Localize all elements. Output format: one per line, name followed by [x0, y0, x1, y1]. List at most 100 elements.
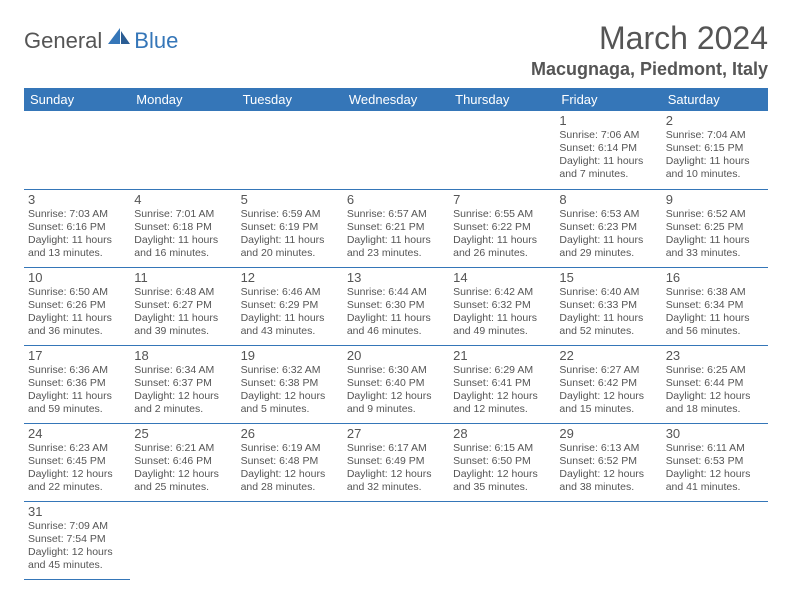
- day-number: 18: [134, 348, 232, 363]
- calendar-cell: 26Sunrise: 6:19 AMSunset: 6:48 PMDayligh…: [237, 423, 343, 501]
- day-number: 17: [28, 348, 126, 363]
- day-number: 6: [347, 192, 445, 207]
- location: Macugnaga, Piedmont, Italy: [531, 59, 768, 80]
- calendar-cell: 5Sunrise: 6:59 AMSunset: 6:19 PMDaylight…: [237, 189, 343, 267]
- calendar-cell-empty: [662, 501, 768, 579]
- calendar-cell-empty: [237, 501, 343, 579]
- day-number: 7: [453, 192, 551, 207]
- calendar-cell-empty: [343, 111, 449, 189]
- header: General Blue March 2024 Macugnaga, Piedm…: [24, 20, 768, 80]
- day-number: 23: [666, 348, 764, 363]
- day-info: Sunrise: 6:15 AMSunset: 6:50 PMDaylight:…: [453, 442, 551, 495]
- day-number: 31: [28, 504, 126, 519]
- calendar-cell: 17Sunrise: 6:36 AMSunset: 6:36 PMDayligh…: [24, 345, 130, 423]
- day-number: 24: [28, 426, 126, 441]
- day-info: Sunrise: 6:59 AMSunset: 6:19 PMDaylight:…: [241, 208, 339, 261]
- calendar-cell: 24Sunrise: 6:23 AMSunset: 6:45 PMDayligh…: [24, 423, 130, 501]
- calendar-cell: 19Sunrise: 6:32 AMSunset: 6:38 PMDayligh…: [237, 345, 343, 423]
- day-info: Sunrise: 6:40 AMSunset: 6:33 PMDaylight:…: [559, 286, 657, 339]
- day-info: Sunrise: 6:29 AMSunset: 6:41 PMDaylight:…: [453, 364, 551, 417]
- calendar-table: Sunday Monday Tuesday Wednesday Thursday…: [24, 88, 768, 580]
- calendar-row: 24Sunrise: 6:23 AMSunset: 6:45 PMDayligh…: [24, 423, 768, 501]
- day-info: Sunrise: 6:32 AMSunset: 6:38 PMDaylight:…: [241, 364, 339, 417]
- day-info: Sunrise: 7:03 AMSunset: 6:16 PMDaylight:…: [28, 208, 126, 261]
- day-number: 19: [241, 348, 339, 363]
- calendar-cell-empty: [130, 501, 236, 579]
- day-info: Sunrise: 6:42 AMSunset: 6:32 PMDaylight:…: [453, 286, 551, 339]
- day-number: 26: [241, 426, 339, 441]
- day-number: 11: [134, 270, 232, 285]
- month-title: March 2024: [531, 20, 768, 57]
- day-info: Sunrise: 7:06 AMSunset: 6:14 PMDaylight:…: [559, 129, 657, 182]
- calendar-cell: 10Sunrise: 6:50 AMSunset: 6:26 PMDayligh…: [24, 267, 130, 345]
- day-info: Sunrise: 6:50 AMSunset: 6:26 PMDaylight:…: [28, 286, 126, 339]
- day-number: 15: [559, 270, 657, 285]
- day-info: Sunrise: 6:53 AMSunset: 6:23 PMDaylight:…: [559, 208, 657, 261]
- calendar-cell: 11Sunrise: 6:48 AMSunset: 6:27 PMDayligh…: [130, 267, 236, 345]
- calendar-body: 1Sunrise: 7:06 AMSunset: 6:14 PMDaylight…: [24, 111, 768, 579]
- calendar-cell: 8Sunrise: 6:53 AMSunset: 6:23 PMDaylight…: [555, 189, 661, 267]
- calendar-cell: 27Sunrise: 6:17 AMSunset: 6:49 PMDayligh…: [343, 423, 449, 501]
- day-number: 30: [666, 426, 764, 441]
- day-number: 25: [134, 426, 232, 441]
- calendar-cell: 12Sunrise: 6:46 AMSunset: 6:29 PMDayligh…: [237, 267, 343, 345]
- day-number: 9: [666, 192, 764, 207]
- day-number: 14: [453, 270, 551, 285]
- calendar-cell: 9Sunrise: 6:52 AMSunset: 6:25 PMDaylight…: [662, 189, 768, 267]
- calendar-cell: 16Sunrise: 6:38 AMSunset: 6:34 PMDayligh…: [662, 267, 768, 345]
- day-number: 21: [453, 348, 551, 363]
- day-info: Sunrise: 6:27 AMSunset: 6:42 PMDaylight:…: [559, 364, 657, 417]
- weekday-header-row: Sunday Monday Tuesday Wednesday Thursday…: [24, 88, 768, 111]
- logo-sail-icon: [106, 26, 132, 51]
- day-info: Sunrise: 6:30 AMSunset: 6:40 PMDaylight:…: [347, 364, 445, 417]
- calendar-cell: 22Sunrise: 6:27 AMSunset: 6:42 PMDayligh…: [555, 345, 661, 423]
- day-info: Sunrise: 6:48 AMSunset: 6:27 PMDaylight:…: [134, 286, 232, 339]
- calendar-cell: 20Sunrise: 6:30 AMSunset: 6:40 PMDayligh…: [343, 345, 449, 423]
- calendar-cell-empty: [24, 111, 130, 189]
- day-info: Sunrise: 6:55 AMSunset: 6:22 PMDaylight:…: [453, 208, 551, 261]
- day-info: Sunrise: 6:38 AMSunset: 6:34 PMDaylight:…: [666, 286, 764, 339]
- day-number: 13: [347, 270, 445, 285]
- day-info: Sunrise: 6:34 AMSunset: 6:37 PMDaylight:…: [134, 364, 232, 417]
- day-info: Sunrise: 6:52 AMSunset: 6:25 PMDaylight:…: [666, 208, 764, 261]
- calendar-cell: 29Sunrise: 6:13 AMSunset: 6:52 PMDayligh…: [555, 423, 661, 501]
- calendar-cell: 3Sunrise: 7:03 AMSunset: 6:16 PMDaylight…: [24, 189, 130, 267]
- day-info: Sunrise: 6:46 AMSunset: 6:29 PMDaylight:…: [241, 286, 339, 339]
- calendar-cell: 4Sunrise: 7:01 AMSunset: 6:18 PMDaylight…: [130, 189, 236, 267]
- day-info: Sunrise: 7:01 AMSunset: 6:18 PMDaylight:…: [134, 208, 232, 261]
- day-number: 5: [241, 192, 339, 207]
- day-number: 28: [453, 426, 551, 441]
- day-number: 22: [559, 348, 657, 363]
- day-number: 1: [559, 113, 657, 128]
- day-number: 12: [241, 270, 339, 285]
- calendar-cell: 13Sunrise: 6:44 AMSunset: 6:30 PMDayligh…: [343, 267, 449, 345]
- day-number: 3: [28, 192, 126, 207]
- calendar-cell: 23Sunrise: 6:25 AMSunset: 6:44 PMDayligh…: [662, 345, 768, 423]
- logo-text-general: General: [24, 28, 102, 54]
- day-number: 2: [666, 113, 764, 128]
- calendar-cell-empty: [449, 501, 555, 579]
- calendar-cell-empty: [449, 111, 555, 189]
- calendar-cell-empty: [237, 111, 343, 189]
- calendar-cell: 21Sunrise: 6:29 AMSunset: 6:41 PMDayligh…: [449, 345, 555, 423]
- day-number: 8: [559, 192, 657, 207]
- calendar-cell: 7Sunrise: 6:55 AMSunset: 6:22 PMDaylight…: [449, 189, 555, 267]
- day-number: 16: [666, 270, 764, 285]
- calendar-cell: 25Sunrise: 6:21 AMSunset: 6:46 PMDayligh…: [130, 423, 236, 501]
- calendar-cell: 31Sunrise: 7:09 AMSunset: 7:54 PMDayligh…: [24, 501, 130, 579]
- weekday-header: Sunday: [24, 88, 130, 111]
- calendar-cell: 2Sunrise: 7:04 AMSunset: 6:15 PMDaylight…: [662, 111, 768, 189]
- day-info: Sunrise: 6:19 AMSunset: 6:48 PMDaylight:…: [241, 442, 339, 495]
- calendar-row: 1Sunrise: 7:06 AMSunset: 6:14 PMDaylight…: [24, 111, 768, 189]
- day-number: 4: [134, 192, 232, 207]
- day-info: Sunrise: 6:17 AMSunset: 6:49 PMDaylight:…: [347, 442, 445, 495]
- calendar-cell: 1Sunrise: 7:06 AMSunset: 6:14 PMDaylight…: [555, 111, 661, 189]
- calendar-cell: 30Sunrise: 6:11 AMSunset: 6:53 PMDayligh…: [662, 423, 768, 501]
- calendar-cell-empty: [555, 501, 661, 579]
- calendar-row: 10Sunrise: 6:50 AMSunset: 6:26 PMDayligh…: [24, 267, 768, 345]
- day-number: 10: [28, 270, 126, 285]
- day-info: Sunrise: 6:36 AMSunset: 6:36 PMDaylight:…: [28, 364, 126, 417]
- weekday-header: Wednesday: [343, 88, 449, 111]
- calendar-row: 3Sunrise: 7:03 AMSunset: 6:16 PMDaylight…: [24, 189, 768, 267]
- calendar-row: 31Sunrise: 7:09 AMSunset: 7:54 PMDayligh…: [24, 501, 768, 579]
